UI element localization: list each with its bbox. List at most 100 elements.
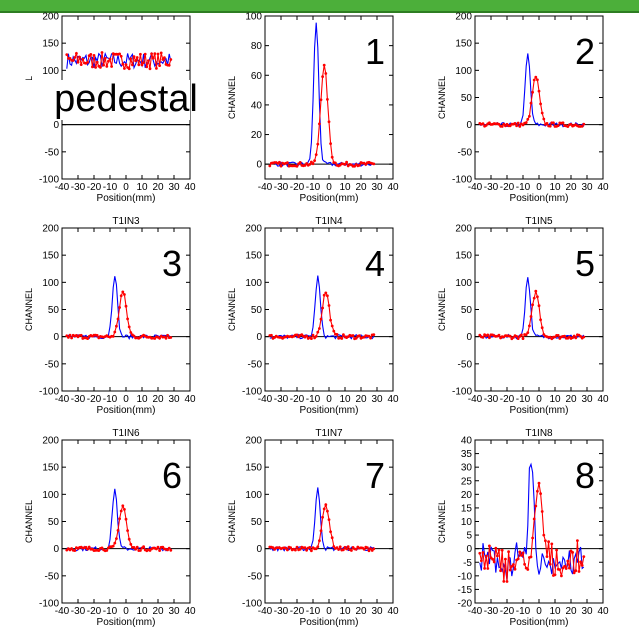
series-red-point xyxy=(73,549,77,552)
series-red-point xyxy=(547,540,550,544)
series-red-point xyxy=(513,567,517,571)
series-red-point xyxy=(329,530,332,534)
series-red-point xyxy=(126,317,129,321)
series-red-point xyxy=(151,56,155,60)
series-red-point xyxy=(516,337,520,340)
x-tick-label: -10 xyxy=(306,606,321,617)
y-tick-label: 40 xyxy=(251,100,263,111)
series-red-point xyxy=(137,63,141,67)
series-red-point xyxy=(126,529,129,532)
x-tick-label: -20 xyxy=(290,182,305,193)
series-red-point xyxy=(553,573,557,577)
series-red-point xyxy=(497,122,501,126)
x-tick-label: -40 xyxy=(55,606,70,617)
series-red-point xyxy=(134,59,138,63)
chart-panel-1: -100-50050100150200-40-30-20-10010203040… xyxy=(22,12,198,204)
series-red-point xyxy=(571,551,574,554)
series-red-point xyxy=(319,529,323,533)
series-red-point xyxy=(295,164,299,168)
series-red-point xyxy=(362,547,366,551)
y-tick-label: -10 xyxy=(458,571,473,582)
series-red-point xyxy=(510,565,514,568)
series-red-point xyxy=(492,560,496,564)
series-red-point xyxy=(524,121,528,124)
x-tick-label: 10 xyxy=(549,394,561,405)
series-red-point xyxy=(65,53,69,56)
x-tick-label: 0 xyxy=(536,394,542,405)
series-red-point xyxy=(534,289,538,293)
x-tick-label: 20 xyxy=(565,394,577,405)
y-tick-label: 0 xyxy=(53,544,59,555)
y-tick-label: 100 xyxy=(245,12,262,23)
panel-label: 4 xyxy=(365,243,385,284)
x-tick-label: 30 xyxy=(168,394,180,405)
series-red-point xyxy=(73,56,77,59)
series-red-point xyxy=(295,333,299,337)
series-red-point xyxy=(524,333,528,337)
y-axis-label: CHANNEL xyxy=(227,500,237,543)
series-red-point xyxy=(515,335,518,338)
series-red-point xyxy=(568,566,571,570)
series-red-point xyxy=(324,503,328,507)
series-red-point xyxy=(123,293,126,296)
series-red-point xyxy=(526,331,530,334)
series-red-point xyxy=(118,306,121,309)
x-tick-label: -30 xyxy=(484,606,499,617)
x-tick-label: -30 xyxy=(71,394,86,405)
x-tick-label: -40 xyxy=(55,182,70,193)
y-tick-label: 10 xyxy=(461,517,473,528)
y-tick-label: 200 xyxy=(455,224,472,235)
series-red-point xyxy=(330,536,334,540)
series-red-point xyxy=(513,122,517,125)
x-tick-label: 40 xyxy=(184,606,196,617)
x-tick-label: -40 xyxy=(258,394,273,405)
x-tick-label: 10 xyxy=(136,606,148,617)
series-red-point xyxy=(89,53,93,56)
series-red-point xyxy=(86,60,89,64)
series-red-point xyxy=(95,60,99,64)
series-red-point xyxy=(354,547,358,551)
series-red-point xyxy=(119,294,123,298)
series-red-point xyxy=(123,508,126,511)
y-tick-label: 50 xyxy=(461,305,473,316)
series-red-point xyxy=(143,52,147,56)
series-red-point xyxy=(566,125,570,128)
series-red-point xyxy=(515,124,518,128)
series-red-point xyxy=(580,124,584,128)
series-red-point xyxy=(318,539,321,543)
series-red-point xyxy=(135,545,139,549)
series-red-point xyxy=(150,52,154,56)
series-red-point xyxy=(75,52,78,55)
y-tick-label: -50 xyxy=(458,359,473,370)
x-tick-label: -10 xyxy=(103,394,118,405)
series-red-point xyxy=(542,117,546,121)
y-tick-label: 200 xyxy=(245,436,262,447)
x-tick-label: 10 xyxy=(136,394,148,405)
series-red-point xyxy=(310,337,313,340)
y-axis-label: CHANNEL xyxy=(437,76,447,119)
series-red-point xyxy=(508,568,512,572)
x-tick-label: 20 xyxy=(565,606,577,617)
series-red-point xyxy=(577,570,581,573)
series-red-point xyxy=(319,98,323,102)
y-tick-label: 100 xyxy=(42,278,59,289)
y-tick-label: 100 xyxy=(455,278,472,289)
y-tick-label: 0 xyxy=(256,544,262,555)
y-tick-label: 100 xyxy=(455,66,472,77)
series-red-point xyxy=(504,557,507,561)
series-red-point xyxy=(105,65,109,68)
series-red-point xyxy=(298,547,302,551)
y-tick-label: 150 xyxy=(42,39,59,50)
series-red-point xyxy=(345,547,348,551)
y-axis-label: CHANNEL xyxy=(227,76,237,119)
series-red-point xyxy=(531,536,534,540)
series-red-point xyxy=(326,509,329,513)
series-red-point xyxy=(91,65,94,69)
series-red-point xyxy=(521,551,525,555)
series-red-point xyxy=(67,336,70,339)
y-tick-label: 0 xyxy=(53,120,59,131)
series-red-point xyxy=(132,334,136,338)
y-tick-label: 0 xyxy=(53,332,59,343)
series-red-point xyxy=(135,56,139,59)
